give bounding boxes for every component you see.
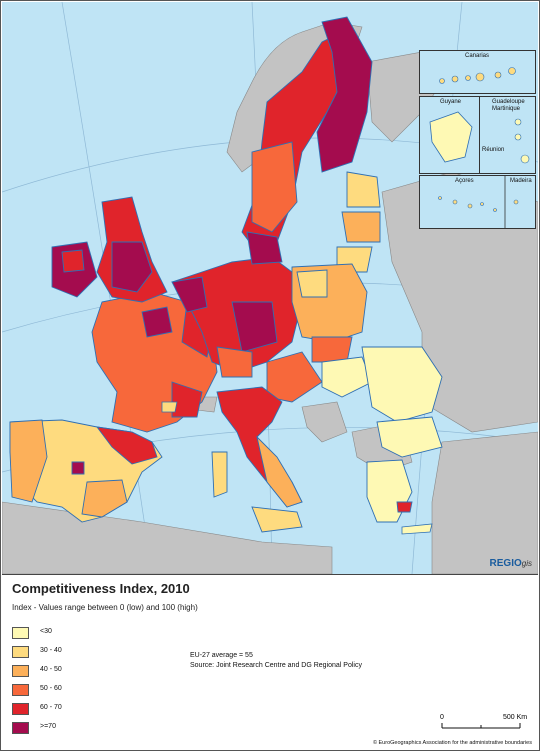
notes: EU-27 average = 55 Source: Joint Researc…	[190, 651, 362, 671]
legend-swatch	[12, 722, 29, 734]
inset-label-guadeloupe: Guadeloupe	[492, 99, 525, 105]
region-france	[91, 291, 218, 433]
islands	[161, 401, 433, 535]
canarias-islands	[439, 67, 516, 84]
legend-swatch	[12, 684, 29, 696]
acores-madeira-islands	[438, 176, 519, 228]
choropleth-map[interactable]: Canarias Guyane Guadeloupe Martinique Ré…	[2, 2, 538, 575]
inset-label-madeira: Madeira	[510, 178, 532, 184]
legend-swatch	[12, 665, 29, 677]
legend-swatch	[12, 646, 29, 658]
legend-label: 30 - 40	[40, 647, 62, 654]
inset-label-canarias: Canarias	[465, 53, 490, 59]
region-iberia	[9, 419, 163, 523]
antilles-islands	[514, 118, 530, 164]
inset-label-acores: Açores	[455, 178, 474, 184]
map-subtitle: Index - Values range between 0 (low) and…	[12, 603, 198, 612]
guyane-region	[429, 111, 473, 163]
legend-label: 60 - 70	[40, 704, 62, 711]
scale-bar-graphic	[441, 723, 521, 729]
inset-guyane: Guyane	[419, 96, 481, 174]
region-central	[171, 256, 323, 403]
legend-swatch	[12, 627, 29, 639]
region-baltics	[336, 171, 381, 273]
inset-label-reunion: Réunion	[482, 147, 505, 153]
legend-label: 50 - 60	[40, 685, 62, 692]
scale-bar: 0 500 Km	[440, 714, 530, 736]
region-uk-ireland	[51, 196, 168, 303]
map-canvas	[2, 2, 538, 574]
average-note: EU-27 average = 55	[190, 652, 253, 659]
map-title: Competitiveness Index, 2010	[12, 581, 190, 596]
region-east-central	[291, 263, 373, 398]
legend-label: >=70	[40, 723, 56, 730]
brand-main: REGIO	[489, 558, 522, 569]
region-south-east	[361, 346, 443, 523]
regiogis-logo: REGIOgis	[490, 558, 532, 569]
legend-panel: Competitiveness Index, 2010 Index - Valu…	[2, 577, 538, 749]
inset-antilles: Guadeloupe Martinique Réunion	[479, 96, 536, 174]
brand-sub: gis	[521, 559, 532, 568]
inset-canarias: Canarias	[419, 50, 536, 94]
region-italy	[211, 386, 303, 533]
legend-swatch	[12, 703, 29, 715]
copyright-note: © EuroGeographics Association for the ad…	[372, 740, 532, 746]
scale-zero: 0	[440, 714, 444, 721]
inset-label-guyane: Guyane	[440, 99, 462, 105]
legend-label: 40 - 50	[40, 666, 62, 673]
scale-max: 500 Km	[503, 714, 528, 721]
source-note: Source: Joint Research Centre and DG Reg…	[190, 662, 362, 669]
region-nordic	[241, 16, 373, 265]
inset-acores-madeira: Açores Madeira	[419, 175, 536, 229]
inset-label-martinique: Martinique	[492, 106, 521, 112]
legend-label: <30	[40, 628, 52, 635]
